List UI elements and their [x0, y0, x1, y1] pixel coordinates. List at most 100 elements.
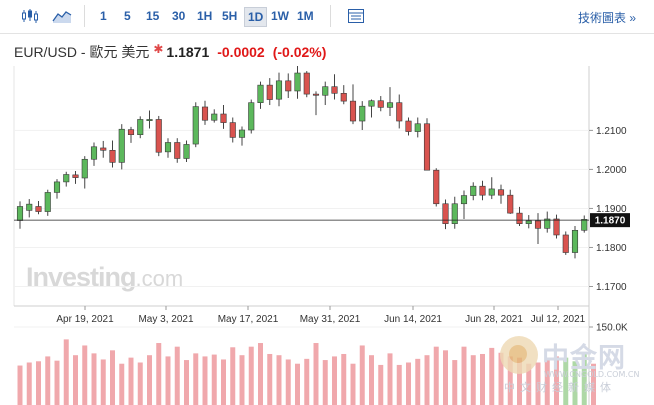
candle-body — [63, 174, 70, 183]
candle-body — [285, 80, 292, 92]
volume-bar — [248, 346, 254, 405]
candle-body — [35, 206, 42, 212]
interval-15[interactable]: 15 — [146, 9, 160, 23]
candle-body — [368, 100, 375, 107]
interval-1m[interactable]: 1M — [297, 9, 314, 23]
volume-bar — [415, 358, 421, 405]
volume-bar — [433, 346, 439, 405]
x-tick-label: May 31, 2021 — [300, 314, 361, 325]
candle-body — [507, 194, 514, 214]
candle-body — [238, 129, 246, 138]
candle-body — [118, 128, 125, 163]
symbol-name: EUR/USD - 歐元 美元 — [14, 44, 150, 60]
volume-bar — [221, 359, 226, 405]
candle-body — [127, 129, 135, 135]
y-tick-label: 1.1900 — [596, 204, 627, 215]
volume-bar — [341, 353, 347, 405]
candle-body — [164, 142, 172, 153]
interval-1h[interactable]: 1H — [197, 9, 213, 23]
candle-body — [349, 100, 357, 122]
interval-5h[interactable]: 5H — [222, 9, 238, 23]
candle-body — [201, 106, 209, 121]
interval-30[interactable]: 30 — [172, 9, 186, 23]
volume-bar — [554, 356, 559, 405]
volume-bar — [332, 356, 337, 405]
candle-body — [525, 220, 532, 224]
volume-bar — [406, 362, 411, 405]
interval-1[interactable]: 1 — [100, 9, 107, 23]
volume-bar — [26, 362, 32, 405]
volume-bar — [147, 355, 152, 405]
volume-bar — [184, 360, 189, 405]
candle-body — [423, 123, 431, 171]
candle-body — [294, 72, 301, 92]
volume-bar — [563, 357, 569, 405]
candle-body — [460, 195, 468, 205]
candle-body — [359, 105, 366, 122]
candle-body — [433, 169, 440, 205]
candle-body — [516, 212, 523, 224]
volume-bar — [572, 361, 578, 405]
candle-body — [470, 185, 477, 196]
current-price-label: 1.1870 — [595, 216, 626, 227]
y-tick-label: 1.1700 — [596, 282, 627, 293]
candle-body — [72, 174, 79, 178]
candle-body — [497, 189, 505, 196]
volume-bar — [322, 360, 328, 405]
interval-1w[interactable]: 1W — [271, 9, 289, 23]
candle-body — [442, 203, 449, 224]
volume-bar — [544, 360, 550, 405]
volume-bar — [470, 355, 476, 405]
volume-bar — [63, 339, 69, 405]
candle-body — [90, 146, 98, 160]
volume-bar — [239, 355, 245, 405]
candle-body — [220, 113, 227, 123]
candle-body — [581, 219, 588, 231]
candle-body — [211, 113, 218, 121]
candle-body — [303, 72, 310, 95]
volume-bar — [137, 362, 143, 405]
volume-bar — [461, 346, 467, 405]
table-icon[interactable] — [345, 6, 367, 26]
watermark-title: 中金网 — [542, 343, 626, 374]
volume-bar — [295, 363, 300, 405]
volume-bar — [591, 363, 596, 405]
candle-body — [331, 86, 338, 94]
volume-bar — [498, 352, 504, 405]
volume-bar — [193, 353, 199, 405]
candle-body — [562, 234, 569, 253]
x-tick-label: Jun 14, 2021 — [384, 314, 442, 325]
volume-bar — [202, 356, 208, 405]
volume-bar — [73, 355, 78, 405]
volume-bar — [91, 353, 97, 405]
candle-body — [396, 102, 403, 122]
volume-bar — [285, 359, 291, 405]
volume-bar — [276, 355, 282, 405]
volume-bar — [535, 362, 541, 405]
candlestick-chart-icon[interactable] — [19, 6, 41, 26]
y-tick-label: 1.2000 — [596, 165, 627, 176]
candle-body — [137, 119, 144, 135]
candle-body — [192, 106, 199, 145]
interval-5[interactable]: 5 — [124, 9, 131, 23]
candle-body — [257, 84, 264, 103]
candle-body — [414, 123, 421, 132]
interval-1d[interactable]: 1D — [244, 7, 268, 27]
x-tick-label: May 17, 2021 — [218, 314, 279, 325]
candle-body — [534, 220, 542, 229]
x-axis-ticks: Apr 19, 2021 May 3, 2021 May 17, 2021 May 3… — [56, 306, 586, 325]
candle-body — [386, 102, 394, 108]
volume-bar — [100, 359, 106, 405]
area-chart-icon[interactable] — [51, 6, 73, 26]
candle-body — [16, 206, 24, 221]
candle-body — [312, 93, 320, 96]
candle-body — [266, 84, 273, 100]
price-change-percent: (-0.02%) — [272, 44, 327, 60]
volume-bar — [369, 355, 374, 405]
chart-toolbar: 1 5 15 30 1H 5H 1D 1W 1M 技術圖表 » — [0, 0, 654, 34]
x-tick-label: Jun 28, 2021 — [465, 314, 523, 325]
star-icon[interactable]: ✱ — [153, 42, 164, 56]
technical-chart-link[interactable]: 技術圖表 » — [577, 11, 636, 25]
candle-body — [451, 203, 458, 224]
